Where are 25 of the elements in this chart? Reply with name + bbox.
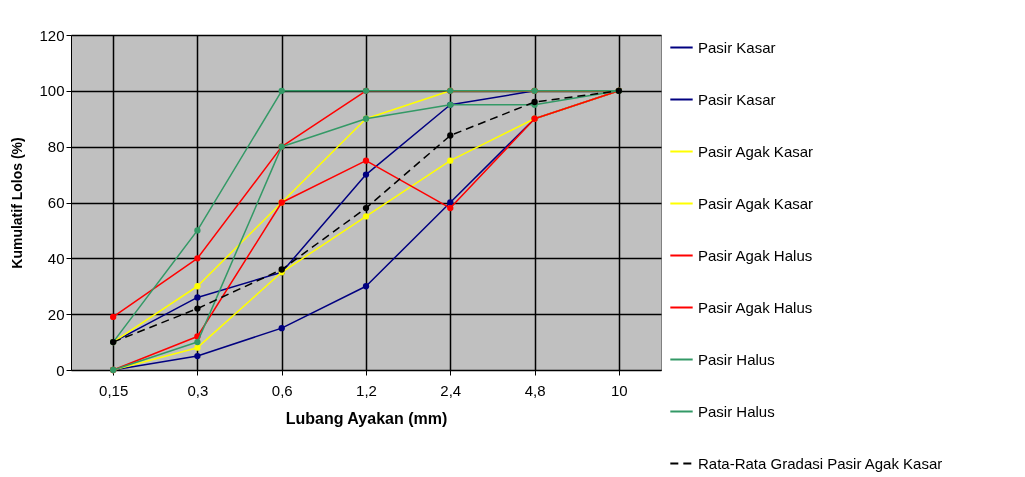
legend-label: Pasir Agak Kasar bbox=[698, 194, 814, 212]
legend-label: Pasir Agak Kasar bbox=[698, 142, 814, 160]
x-tick-label: 10 bbox=[611, 381, 628, 399]
y-tick-label: 20 bbox=[47, 305, 65, 323]
legend-label: Pasir Halus bbox=[698, 402, 775, 420]
y-tick-label: 80 bbox=[47, 138, 65, 156]
y-tick-label: 60 bbox=[47, 194, 65, 211]
x-tick-label: 0,6 bbox=[271, 381, 293, 399]
y-tick-label: 40 bbox=[47, 249, 65, 267]
x-tick-label: 1,2 bbox=[356, 381, 377, 399]
x-tick-label: 4,8 bbox=[524, 381, 546, 399]
x-axis-title: Lubang Ayakan (mm) bbox=[285, 409, 448, 427]
legend-label: Pasir Agak Halus bbox=[698, 246, 813, 264]
y-axis-title: Kumulatif Lolos (%) bbox=[9, 137, 26, 269]
legend-label: Pasir Kasar bbox=[698, 90, 776, 108]
y-tick-label: 120 bbox=[39, 26, 65, 44]
legend-label: Pasir Agak Halus bbox=[698, 298, 813, 316]
x-tick-label: 0,3 bbox=[187, 381, 209, 399]
legend-label: Pasir Halus bbox=[698, 350, 775, 368]
legend-label: Pasir Kasar bbox=[698, 38, 776, 56]
y-tick-label: 100 bbox=[39, 82, 65, 100]
y-tick-label: 0 bbox=[56, 361, 65, 379]
x-tick-label: 0,15 bbox=[99, 381, 129, 399]
x-tick-label: 2,4 bbox=[440, 381, 462, 399]
legend-label: Rata-Rata Gradasi Pasir Agak Kasar bbox=[698, 454, 943, 472]
